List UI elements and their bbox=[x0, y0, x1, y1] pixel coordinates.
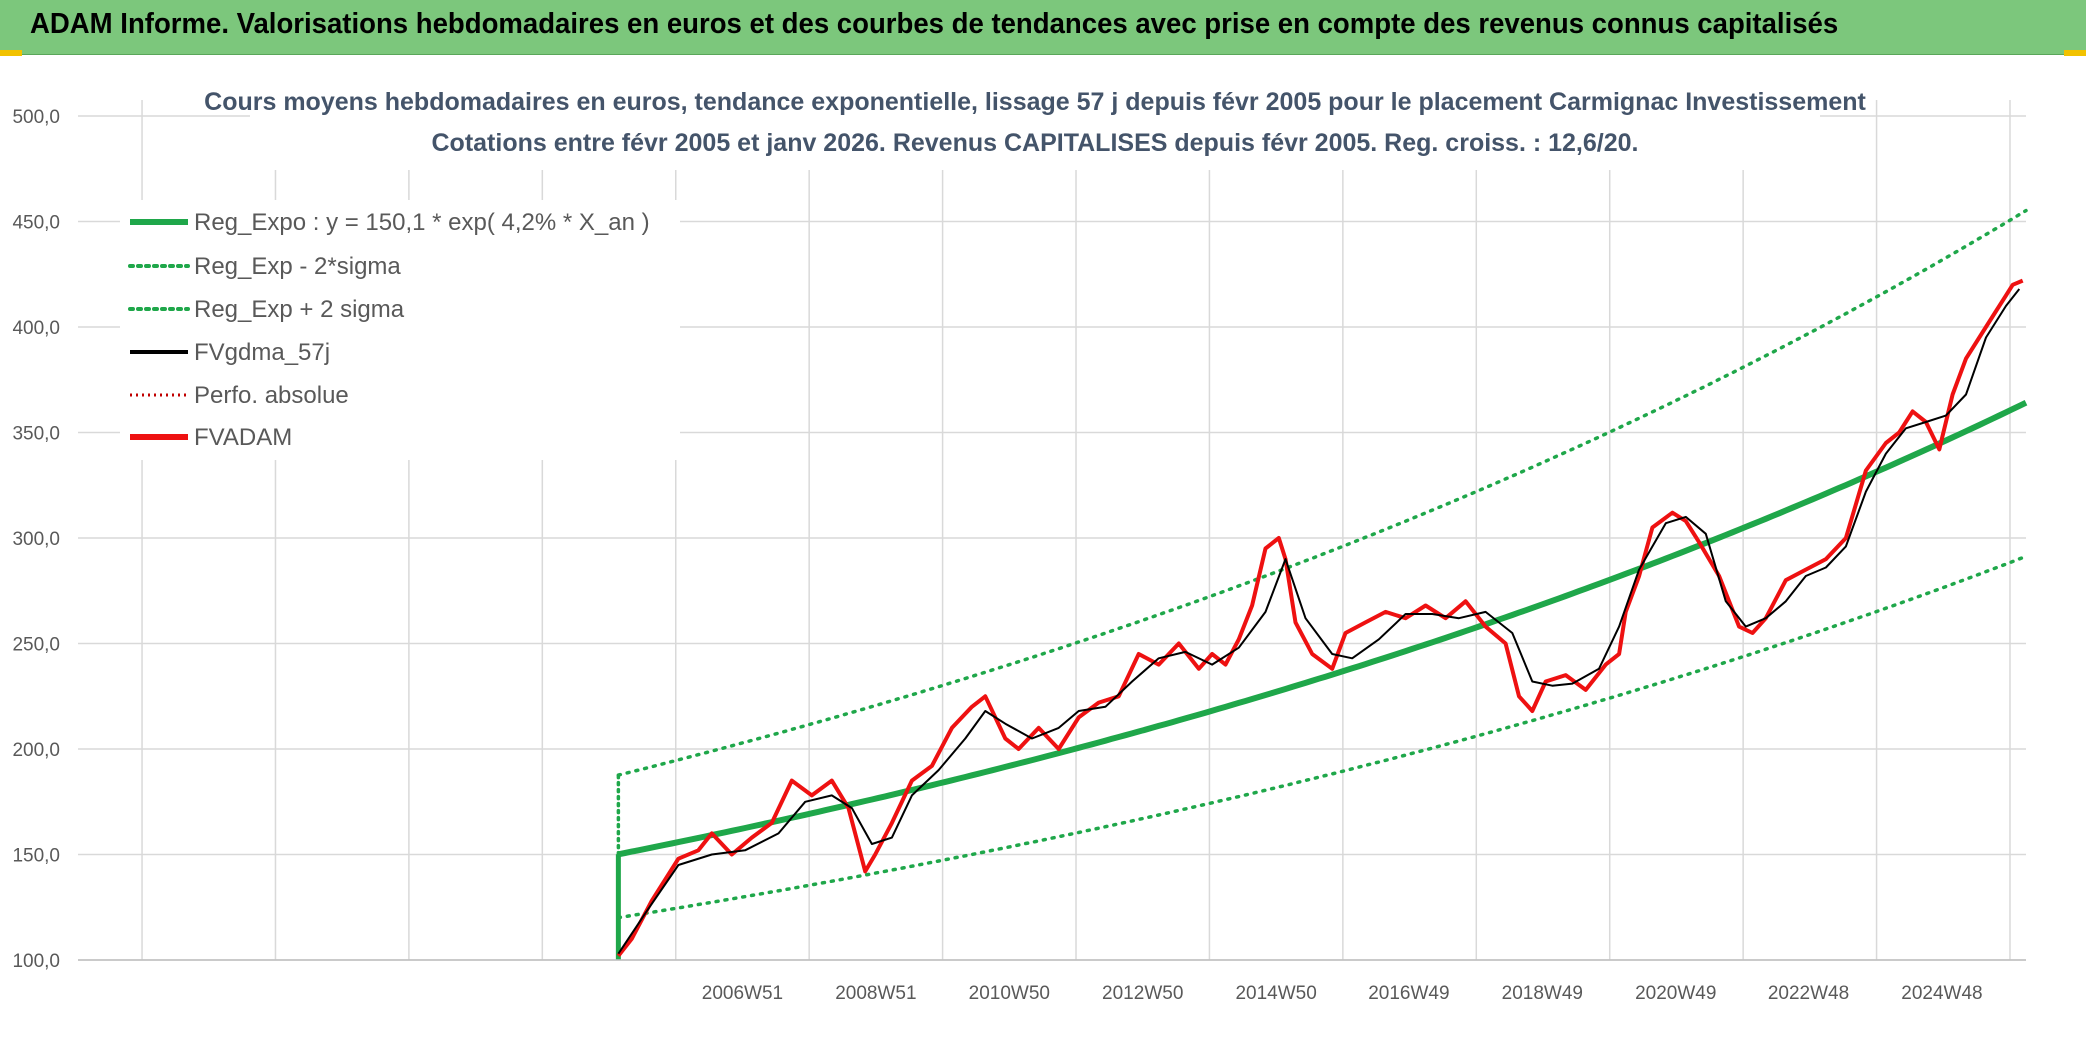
chart-title-line-2: Cotations entre févr 2005 et janv 2026. … bbox=[432, 129, 1639, 157]
chart-title-line-1: Cours moyens hebdomadaires en euros, ten… bbox=[204, 88, 1866, 116]
x-tick-label: 2020W49 bbox=[1635, 983, 1716, 1004]
legend-background bbox=[120, 200, 680, 460]
y-tick-label: 100,0 bbox=[12, 951, 60, 972]
y-tick-label: 450,0 bbox=[12, 213, 60, 234]
chart-legend: Reg_Expo : y = 150,1 * exp( 4,2% * X_an … bbox=[120, 200, 680, 460]
y-tick-label: 350,0 bbox=[12, 424, 60, 445]
x-tick-label: 2022W48 bbox=[1768, 983, 1849, 1004]
legend-label-reg-plus: Reg_Exp + 2 sigma bbox=[194, 296, 405, 323]
legend-label-perfo: Perfo. absolue bbox=[194, 382, 349, 409]
series-reg-expo bbox=[617, 399, 2028, 858]
chart-title: Cours moyens hebdomadaires en euros, ten… bbox=[204, 80, 1867, 170]
x-tick-label: 2014W50 bbox=[1235, 983, 1316, 1004]
x-tick-label: 2012W50 bbox=[1102, 983, 1183, 1004]
x-tick-label: 2006W51 bbox=[702, 983, 783, 1004]
y-tick-label: 300,0 bbox=[12, 529, 60, 550]
chart-grid bbox=[78, 100, 2026, 961]
legend-label-fvgdma: FVgdma_57j bbox=[194, 339, 330, 366]
x-tick-label: 2008W51 bbox=[835, 983, 916, 1004]
chart-series bbox=[615, 208, 2028, 960]
x-tick-label: 2016W49 bbox=[1368, 983, 1449, 1004]
corner-accent-left bbox=[0, 50, 22, 56]
legend-label-fvadam: FVADAM bbox=[194, 424, 292, 451]
y-tick-label: 400,0 bbox=[12, 318, 60, 339]
x-tick-label: 2024W48 bbox=[1901, 983, 1982, 1004]
y-tick-label: 250,0 bbox=[12, 635, 60, 656]
x-tick-label: 2018W49 bbox=[1502, 983, 1583, 1004]
x-tick-label: 2010W50 bbox=[969, 983, 1050, 1004]
banner-title: ADAM Informe. Valorisations hebdomadaire… bbox=[30, 8, 1839, 40]
series-reg-exp-plus-2sigma bbox=[616, 208, 2028, 777]
series-fvgdma-57j bbox=[617, 288, 2021, 955]
series-reg-exp-minus-2sigma bbox=[616, 554, 2028, 920]
series-fvadam bbox=[616, 278, 2024, 958]
chart-axes: 100,0 150,0 200,0 250,0 300,0 350,0 400,0 450,0… bbox=[12, 107, 2026, 1004]
y-tick-label: 200,0 bbox=[12, 740, 60, 761]
legend-label-reg-minus: Reg_Exp - 2*sigma bbox=[194, 253, 401, 280]
report-banner: ADAM Informe. Valorisations hebdomadaire… bbox=[0, 0, 2086, 55]
y-tick-label: 150,0 bbox=[12, 846, 60, 867]
corner-accent-right bbox=[2064, 50, 2086, 56]
title-background bbox=[250, 80, 1820, 170]
y-tick-label: 500,0 bbox=[12, 107, 60, 128]
legend-label-reg-expo: Reg_Expo : y = 150,1 * exp( 4,2% * X_an … bbox=[194, 209, 650, 236]
